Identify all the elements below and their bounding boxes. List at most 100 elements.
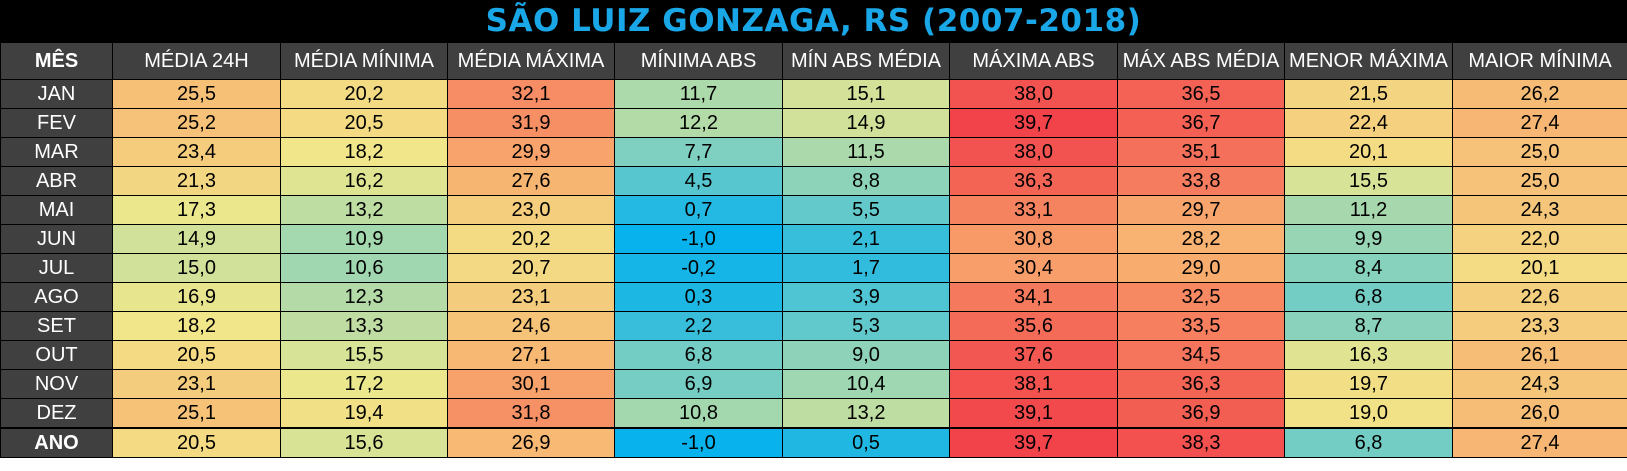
column-header: MÍNIMA ABS xyxy=(614,42,783,80)
month-label: SET xyxy=(0,311,113,341)
value-cell: 12,2 xyxy=(614,108,783,138)
value-cell: 8,8 xyxy=(782,166,950,196)
annual-label: ANO xyxy=(0,427,113,458)
table-row: OUT 20,5 15,5 27,1 6,8 9,0 37,6 34,5 16,3 26,1 xyxy=(0,340,1627,370)
value-cell: 3,9 xyxy=(782,282,950,312)
value-cell: 39,7 xyxy=(949,108,1118,138)
value-cell: 11,5 xyxy=(782,137,950,167)
value-cell: 21,3 xyxy=(112,166,281,196)
value-cell: 6,8 xyxy=(1284,427,1453,458)
value-cell: 2,1 xyxy=(782,224,950,254)
value-cell: 23,1 xyxy=(112,369,281,399)
value-cell: 0,5 xyxy=(782,427,950,458)
value-cell: 18,2 xyxy=(112,311,281,341)
value-cell: 11,2 xyxy=(1284,195,1453,225)
column-header: MÉDIA 24H xyxy=(112,42,281,80)
value-cell: 23,4 xyxy=(112,137,281,167)
value-cell: 25,1 xyxy=(112,398,281,429)
value-cell: 7,7 xyxy=(614,137,783,167)
table-row: FEV 25,2 20,5 31,9 12,2 14,9 39,7 36,7 22,4 27,4 xyxy=(0,108,1627,138)
value-cell: 11,7 xyxy=(614,79,783,109)
value-cell: 24,3 xyxy=(1452,195,1627,225)
month-label: AGO xyxy=(0,282,113,312)
value-cell: 13,3 xyxy=(280,311,448,341)
value-cell: 6,9 xyxy=(614,369,783,399)
value-cell: 27,4 xyxy=(1452,108,1627,138)
value-cell: 27,1 xyxy=(447,340,615,370)
value-cell: 26,2 xyxy=(1452,79,1627,109)
value-cell: 27,4 xyxy=(1452,427,1627,458)
value-cell: 34,5 xyxy=(1117,340,1285,370)
value-cell: 20,1 xyxy=(1284,137,1453,167)
value-cell: 38,1 xyxy=(949,369,1118,399)
month-label: MAI xyxy=(0,195,113,225)
value-cell: 14,9 xyxy=(782,108,950,138)
column-header-month: MÊS xyxy=(0,42,113,80)
value-cell: 10,6 xyxy=(280,253,448,283)
table-row: MAI 17,3 13,2 23,0 0,7 5,5 33,1 29,7 11,2 24,3 xyxy=(0,195,1627,225)
value-cell: 31,8 xyxy=(447,398,615,429)
value-cell: 31,9 xyxy=(447,108,615,138)
value-cell: 15,5 xyxy=(1284,166,1453,196)
value-cell: 17,2 xyxy=(280,369,448,399)
value-cell: 19,7 xyxy=(1284,369,1453,399)
value-cell: 30,8 xyxy=(949,224,1118,254)
header-row: MÊS MÉDIA 24H MÉDIA MÍNIMA MÉDIA MÁXIMA MÍNI… xyxy=(0,42,1627,80)
column-header: MENOR MÁXIMA xyxy=(1284,42,1453,80)
table-row: DEZ 25,1 19,4 31,8 10,8 13,2 39,1 36,9 19,0 26,0 xyxy=(0,398,1627,429)
value-cell: 21,5 xyxy=(1284,79,1453,109)
value-cell: 13,2 xyxy=(782,398,950,429)
column-header: MÁX ABS MÉDIA xyxy=(1117,42,1285,80)
value-cell: 15,5 xyxy=(280,340,448,370)
value-cell: -0,2 xyxy=(614,253,783,283)
value-cell: 36,7 xyxy=(1117,108,1285,138)
value-cell: 25,2 xyxy=(112,108,281,138)
column-header: MÉDIA MÍNIMA xyxy=(280,42,448,80)
value-cell: 23,1 xyxy=(447,282,615,312)
value-cell: 20,7 xyxy=(447,253,615,283)
value-cell: -1,0 xyxy=(614,427,783,458)
value-cell: 23,3 xyxy=(1452,311,1627,341)
value-cell: 36,3 xyxy=(949,166,1118,196)
table-row: NOV 23,1 17,2 30,1 6,9 10,4 38,1 36,3 19,7 24,3 xyxy=(0,369,1627,399)
value-cell: 29,0 xyxy=(1117,253,1285,283)
value-cell: 19,4 xyxy=(280,398,448,429)
value-cell: 29,9 xyxy=(447,137,615,167)
value-cell: 29,7 xyxy=(1117,195,1285,225)
value-cell: 25,0 xyxy=(1452,166,1627,196)
value-cell: 4,5 xyxy=(614,166,783,196)
value-cell: 16,9 xyxy=(112,282,281,312)
column-header: MAIOR MÍNIMA xyxy=(1452,42,1627,80)
value-cell: 24,6 xyxy=(447,311,615,341)
month-label: DEZ xyxy=(0,398,113,429)
column-header: MÁXIMA ABS xyxy=(949,42,1118,80)
value-cell: 20,5 xyxy=(112,427,281,458)
value-cell: 33,8 xyxy=(1117,166,1285,196)
value-cell: 20,2 xyxy=(447,224,615,254)
value-cell: 28,2 xyxy=(1117,224,1285,254)
month-label: ABR xyxy=(0,166,113,196)
value-cell: -1,0 xyxy=(614,224,783,254)
value-cell: 33,5 xyxy=(1117,311,1285,341)
value-cell: 22,0 xyxy=(1452,224,1627,254)
value-cell: 8,4 xyxy=(1284,253,1453,283)
value-cell: 6,8 xyxy=(614,340,783,370)
value-cell: 22,4 xyxy=(1284,108,1453,138)
value-cell: 2,2 xyxy=(614,311,783,341)
value-cell: 13,2 xyxy=(280,195,448,225)
value-cell: 38,3 xyxy=(1117,427,1285,458)
value-cell: 18,2 xyxy=(280,137,448,167)
value-cell: 30,1 xyxy=(447,369,615,399)
month-label: JAN xyxy=(0,79,113,109)
value-cell: 17,3 xyxy=(112,195,281,225)
table-title: SÃO LUIZ GONZAGA, RS (2007-2018) xyxy=(485,3,1142,39)
value-cell: 38,0 xyxy=(949,137,1118,167)
value-cell: 25,0 xyxy=(1452,137,1627,167)
value-cell: 35,6 xyxy=(949,311,1118,341)
value-cell: 20,5 xyxy=(280,108,448,138)
value-cell: 19,0 xyxy=(1284,398,1453,429)
value-cell: 8,7 xyxy=(1284,311,1453,341)
table-row: JAN 25,5 20,2 32,1 11,7 15,1 38,0 36,5 21,5 26,2 xyxy=(0,79,1627,109)
value-cell: 6,8 xyxy=(1284,282,1453,312)
